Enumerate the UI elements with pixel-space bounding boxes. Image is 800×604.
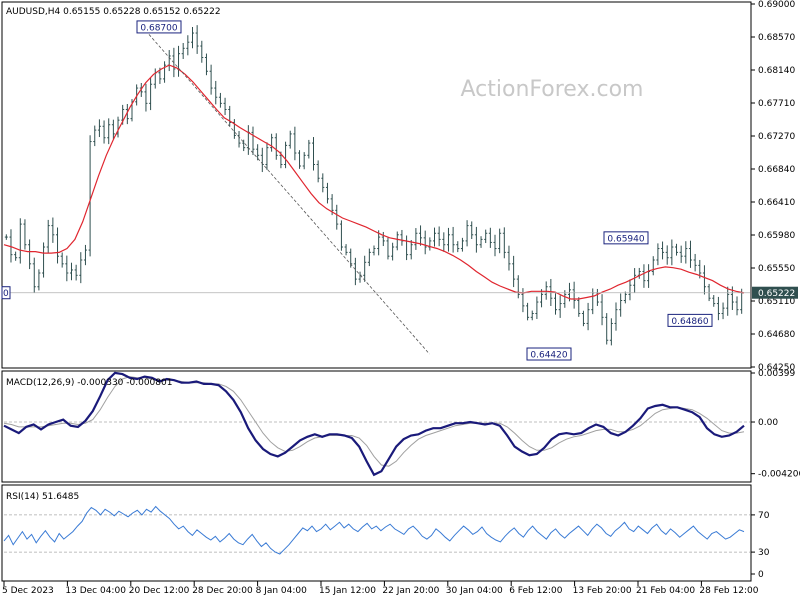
rsi-layer [3,505,750,555]
rsi-ytick-label: 70 [758,511,770,521]
price-annotation-label: 0.64860 [671,317,708,327]
price-ytick-label: 0.69000 [758,0,795,10]
rsi-panel-frame [1,484,752,582]
x-tick-label: 15 Jan 12:00 [319,586,376,596]
price-ytick-label: 0.67710 [758,99,795,109]
macd-ytick-label: -0.004206 [758,470,800,480]
price-header: AUDUSD,H4 0.65155 0.65228 0.65152 0.6522… [6,7,221,17]
macd-ytick-label: 0.00 [758,418,778,428]
rsi-line [3,505,745,555]
x-tick-label: 28 Dec 20:00 [192,586,253,596]
x-tick-label: 6 Feb 12:00 [509,586,563,596]
x-tick-label: 13 Feb 20:00 [573,586,632,596]
x-tick-label: 5 Dec 2023 [2,586,54,596]
x-tick-label: 21 Feb 04:00 [636,586,695,596]
price-ytick-label: 0.65550 [758,264,795,274]
price-ytick-label: 0.68140 [758,66,795,76]
macd-header: MACD(12,26,9) -0.000330 -0.000801 [6,378,172,388]
price-panel-frame [1,1,752,369]
last-price-label: 0.65222 [758,289,795,299]
price-annotation-label: 0.68700 [140,23,177,33]
price-annotation-box [603,231,649,245]
macd-ytick-label: 0.00399 [758,369,795,379]
left-price-marker: 0 [3,289,9,299]
macd-signal-line [3,376,745,467]
x-tick-label: 28 Feb 12:00 [699,586,758,596]
price-ytick-label: 0.64250 [758,363,795,373]
x-tick-label: 22 Jan 20:00 [382,586,439,596]
price-ytick-label: 0.64680 [758,330,795,340]
price-ytick-label: 0.65110 [758,297,795,307]
macd-layer [3,371,750,477]
watermark-text: ActionForex.com [461,77,644,102]
left-price-marker-box [1,286,11,300]
price-ytick-label: 0.68570 [758,33,795,43]
last-price-box [752,286,798,299]
rsi-header: RSI(14) 51.6485 [6,492,79,502]
macd-line [3,371,745,477]
macd-panel-frame [1,370,752,483]
rsi-ytick-label: 0 [758,570,764,580]
price-ytick-label: 0.66840 [758,165,795,175]
rsi-ytick-label: 30 [758,548,770,558]
price-annotation-label: 0.64420 [530,351,567,361]
price-annotation-box [136,20,182,34]
price-layer: 0 0.68700 0.65940 0.64860 0.64420 [1,20,750,361]
x-tick-label: 20 Dec 12:00 [129,586,190,596]
trendline [142,26,430,355]
price-ytick-label: 0.65980 [758,231,795,241]
moving-average-line [3,64,745,300]
price-annotation-label: 0.65940 [607,234,644,244]
price-annotation-box [667,313,713,327]
x-tick-label: 8 Jan 04:00 [256,586,308,596]
price-ytick-label: 0.66410 [758,198,795,208]
price-ytick-label: 0.67270 [758,132,795,142]
x-tick-label: 30 Jan 04:00 [446,586,503,596]
price-annotation-box [526,347,572,361]
x-tick-label: 13 Dec 04:00 [65,586,126,596]
